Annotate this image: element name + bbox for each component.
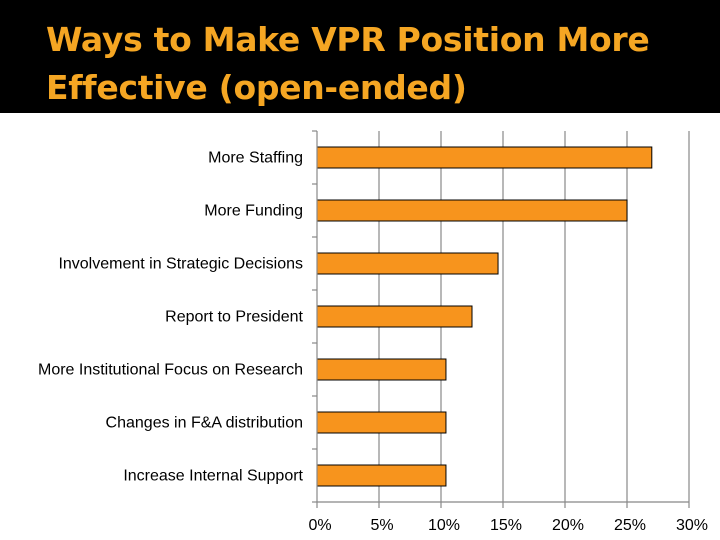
slide-title-line-1: Ways to Make VPR Position More <box>46 20 650 59</box>
slide-title-line-2: Effective (open-ended) <box>46 68 467 107</box>
category-label: Increase Internal Support <box>123 468 303 485</box>
x-tick-label: 15% <box>490 517 522 534</box>
bar <box>316 358 447 381</box>
category-label: Changes in F&A distribution <box>106 415 303 432</box>
bars <box>316 146 653 487</box>
bar <box>316 199 628 222</box>
title-bar: Ways to Make VPR Position More Effective… <box>0 0 720 113</box>
category-label: More Institutional Focus on Research <box>38 362 303 379</box>
axes <box>312 130 690 508</box>
category-label: More Funding <box>204 203 303 220</box>
category-label: Involvement in Strategic Decisions <box>58 256 303 273</box>
category-label: Report to President <box>165 309 303 326</box>
gridlines <box>378 131 690 502</box>
x-tick-label: 20% <box>552 517 584 534</box>
bar <box>316 146 653 169</box>
x-tick-label: 0% <box>308 517 331 534</box>
bar <box>316 411 447 434</box>
x-tick-label: 25% <box>614 517 646 534</box>
category-label: More Staffing <box>208 150 303 167</box>
bar <box>316 252 499 275</box>
bar <box>316 305 473 328</box>
x-tick-label: 10% <box>428 517 460 534</box>
bar <box>316 464 447 487</box>
x-tick-label: 30% <box>676 517 708 534</box>
labels: 0% 5% 10% 15% 20% 25% 30% More Staffing More Fun… <box>38 150 708 535</box>
x-tick-label: 5% <box>370 517 393 534</box>
